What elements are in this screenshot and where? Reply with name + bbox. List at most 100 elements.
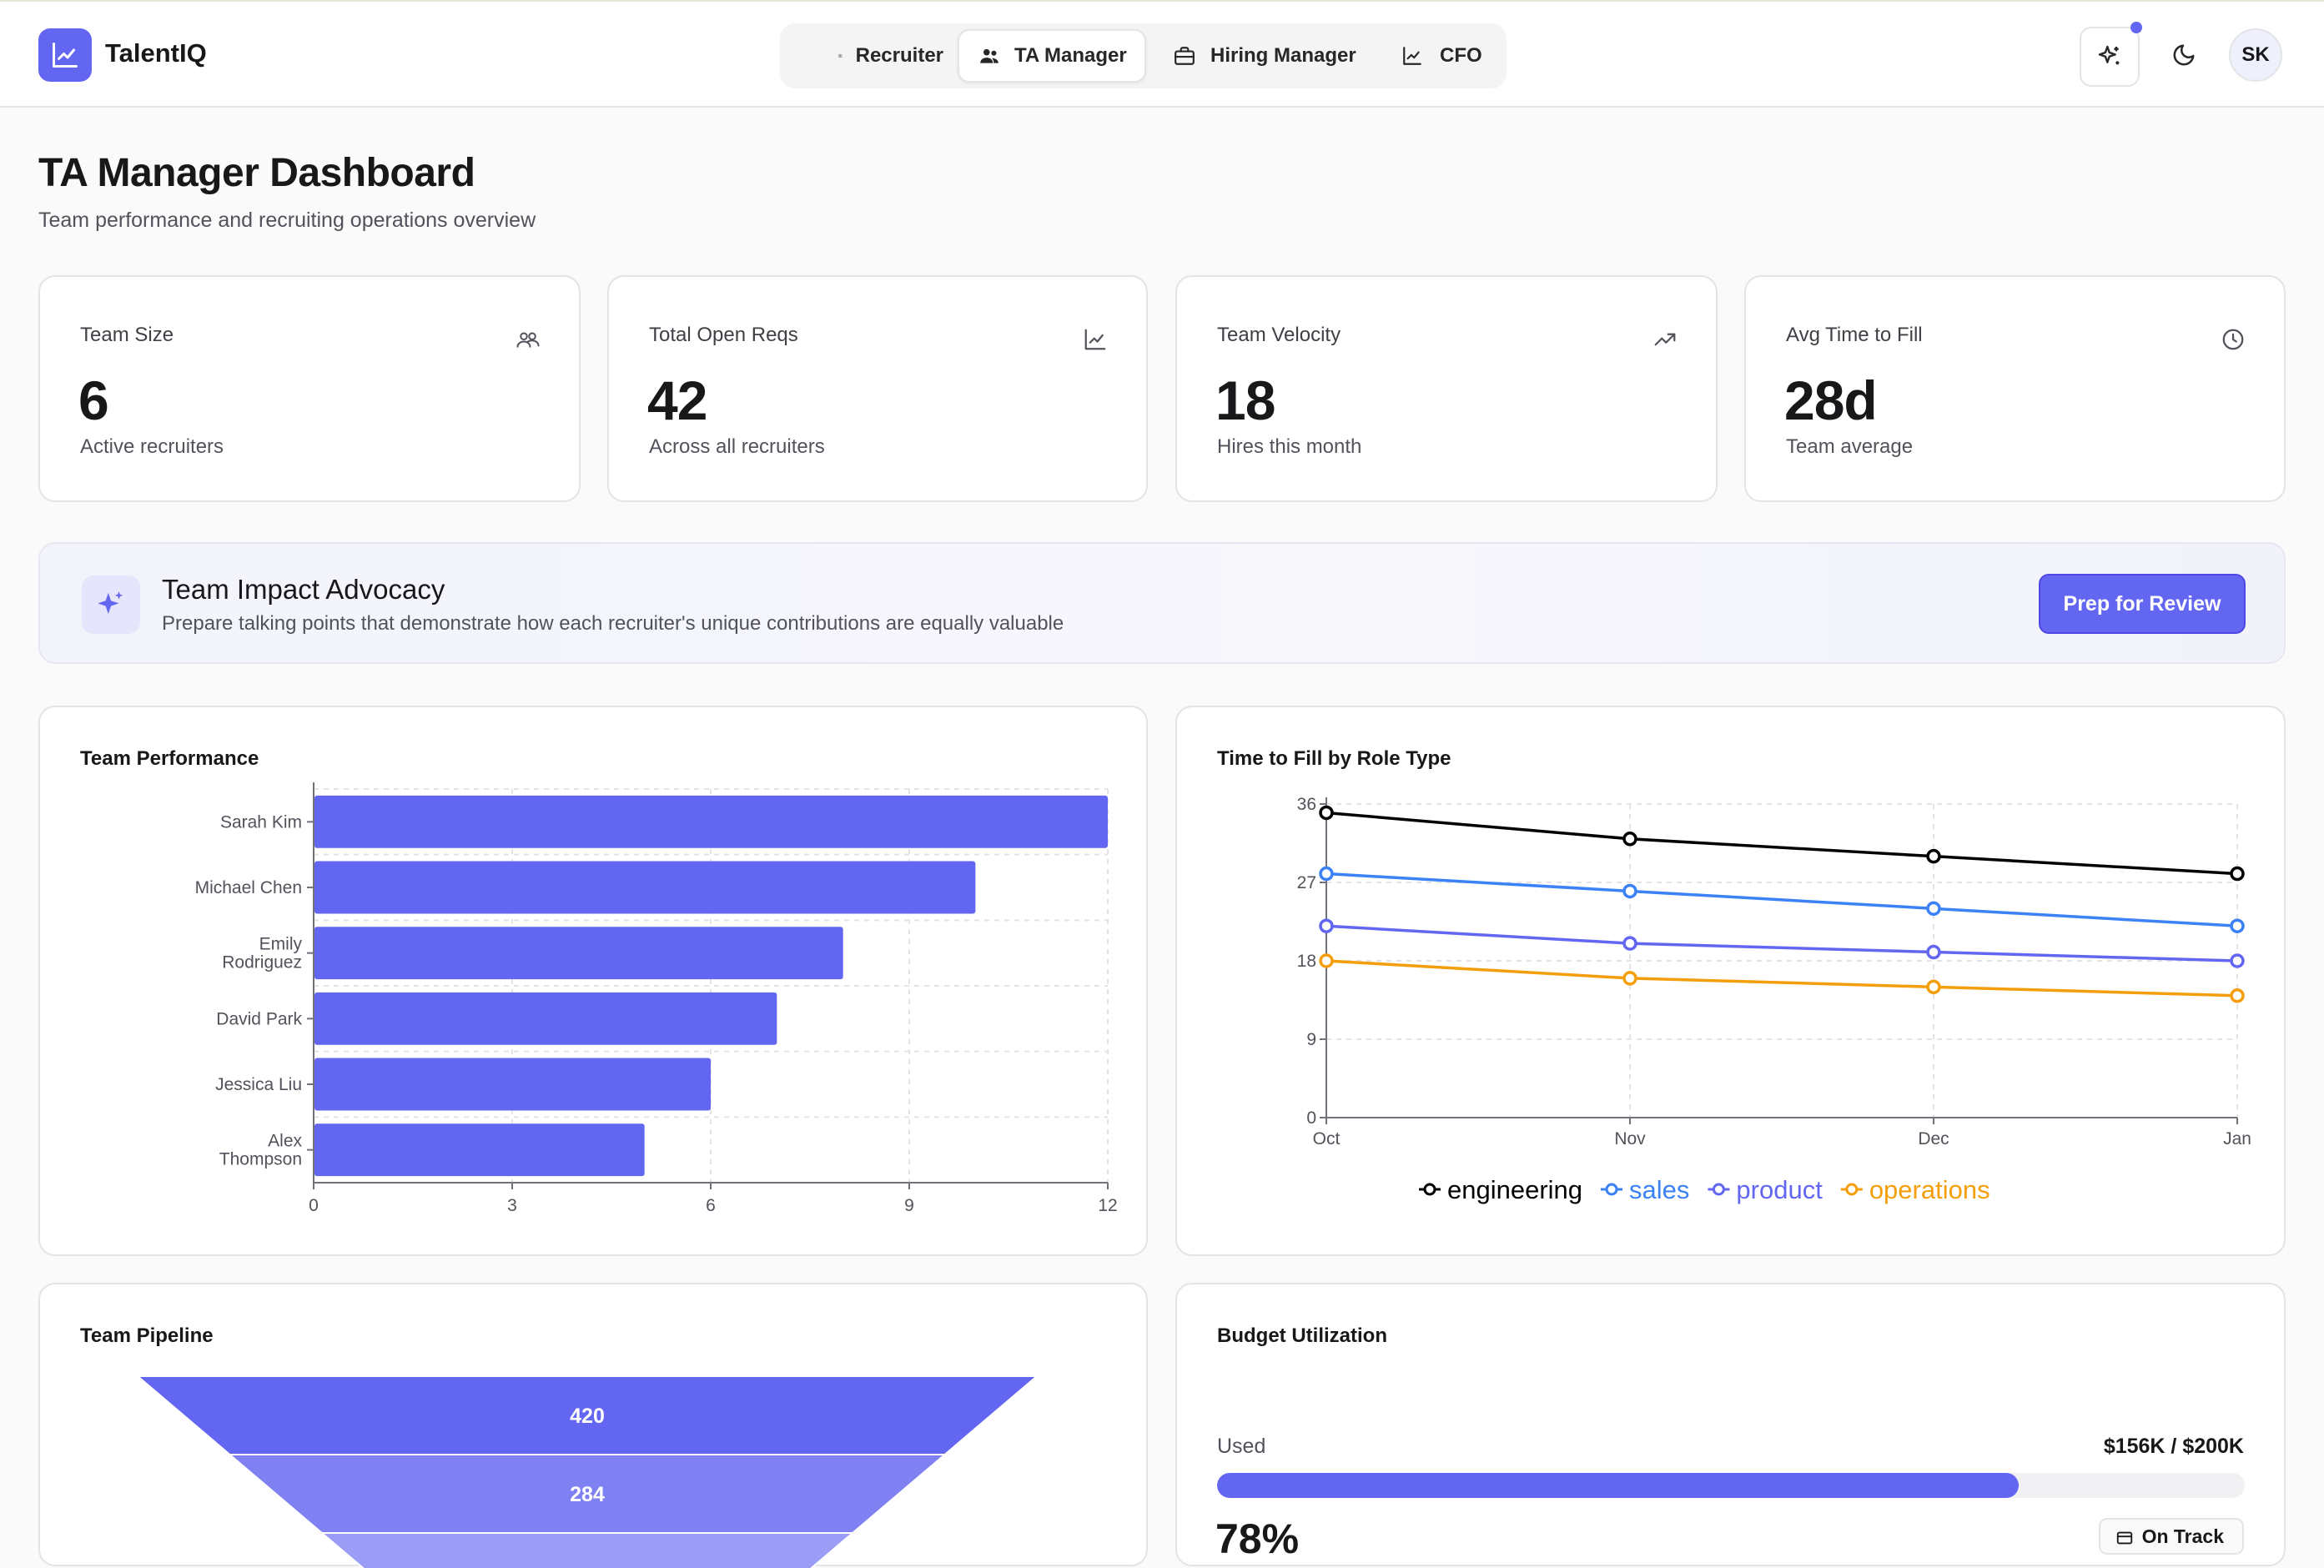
data-point [1926, 848, 1941, 864]
tab-ta-manager[interactable]: TA Manager [958, 29, 1146, 83]
role-switcher: Recruiter TA Manager Hiring Manager CFO [780, 23, 1507, 88]
bar [314, 861, 976, 914]
users-icon [980, 48, 999, 63]
x-tick-label: Nov [1614, 1129, 1646, 1148]
tab-label: CFO [1440, 44, 1482, 67]
stat-value: 18 [1215, 369, 1275, 431]
data-point [1926, 944, 1941, 960]
team-pipeline-card: Team Pipeline 420 284 [38, 1283, 1148, 1568]
y-tick-label: 9 [1306, 1030, 1316, 1049]
pipeline-funnel-chart: 420 284 [135, 1375, 1039, 1568]
funnel-value-label: 420 [570, 1405, 605, 1428]
stat-caption: Team average [1786, 435, 1914, 458]
series-line-engineering [1325, 811, 2238, 876]
banner-title: Team Impact Advocacy [162, 574, 445, 605]
x-tick-label: Dec [1918, 1129, 1949, 1148]
tab-hiring-manager[interactable]: Hiring Manager [1174, 29, 1374, 83]
budget-progress-fill [1217, 1473, 2019, 1498]
tab-label: Recruiter [855, 44, 943, 67]
x-tick-label: 12 [1098, 1196, 1117, 1215]
stat-card-velocity: Team Velocity 18 Hires this month [1175, 275, 1718, 502]
funnel-value-label: 284 [570, 1483, 605, 1506]
x-tick-label: Jan [2223, 1129, 2251, 1148]
status-badge: On Track [2098, 1518, 2244, 1555]
status-label: On Track [2141, 1525, 2224, 1547]
bar [314, 1123, 645, 1177]
legend-label: operations [1869, 1175, 1990, 1204]
stat-value: 42 [647, 369, 707, 431]
budget-progress-bar [1217, 1473, 2245, 1498]
stat-card-time-to-fill: Avg Time to Fill 28d Team average [1744, 275, 2286, 502]
data-point [1319, 953, 1334, 968]
page-title: TA Manager Dashboard [38, 151, 475, 195]
y-tick-label: Emily Rodriguez [222, 935, 302, 972]
tab-label: Hiring Manager [1210, 44, 1356, 67]
tab-recruiter[interactable]: Recruiter [808, 29, 943, 83]
bar [314, 1058, 711, 1111]
data-point [1622, 936, 1637, 951]
budget-used-label: Used [1217, 1435, 1266, 1458]
logo-icon[interactable] [38, 28, 92, 82]
data-point [2230, 988, 2245, 1003]
stat-card-team-size: Team Size 6 Active recruiters [38, 275, 581, 502]
bar [314, 992, 777, 1045]
team-impact-banner: Team Impact Advocacy Prepare talking poi… [38, 542, 2286, 664]
tab-cfo[interactable]: CFO [1401, 29, 1493, 83]
briefcase-icon [1175, 47, 1195, 65]
banner-description: Prepare talking points that demonstrate … [162, 612, 1064, 635]
card-title: Time to Fill by Role Type [1217, 747, 1451, 770]
stat-value: 6 [78, 369, 109, 431]
data-point [1622, 883, 1637, 899]
x-tick-label: 6 [706, 1196, 716, 1215]
budget-amount: $156K / $200K [2103, 1435, 2244, 1458]
chart-line-icon [1403, 47, 1421, 65]
chart-line-icon [1084, 329, 1106, 350]
top-bar: TalentIQ Recruiter TA Manager Hiring Man… [0, 0, 2324, 108]
y-tick-label: Sarah Kim [220, 812, 302, 832]
stat-card-open-reqs: Total Open Reqs 42 Across all recruiters [607, 275, 1148, 502]
series-line-product [1325, 924, 2238, 962]
stat-caption: Hires this month [1217, 435, 1362, 458]
bar [314, 927, 843, 980]
y-tick-label: Alex Thompson [219, 1132, 303, 1169]
time-to-fill-chart: 0 9 18 27 36 Oct Nov Dec Jan engineering sales prod… [1297, 795, 2251, 1204]
moon-icon [2173, 44, 2195, 66]
y-tick-label: 36 [1297, 795, 1316, 814]
y-tick-label: 18 [1297, 952, 1316, 971]
x-tick-label: 3 [507, 1196, 517, 1215]
notification-dot [2130, 22, 2142, 33]
stat-caption: Active recruiters [80, 435, 224, 458]
prep-for-review-button[interactable]: Prep for Review [2039, 574, 2246, 634]
legend-marker [1845, 1183, 1859, 1196]
trending-up-icon [1654, 333, 1676, 346]
data-point [2230, 953, 2245, 968]
clock-icon [2222, 329, 2244, 350]
stat-label: Total Open Reqs [649, 324, 798, 346]
brand-name: TalentIQ [105, 38, 207, 68]
legend-label: product [1736, 1175, 1823, 1204]
stat-label: Team Size [80, 324, 174, 346]
data-point [2230, 866, 2245, 882]
stat-label: Team Velocity [1217, 324, 1341, 346]
y-tick-label: 0 [1306, 1108, 1316, 1128]
theme-toggle-button[interactable] [2166, 37, 2202, 73]
x-tick-label: 9 [904, 1196, 914, 1215]
budget-utilization-card: Budget Utilization Used $156K / $200K 78… [1175, 1283, 2286, 1566]
tab-label: TA Manager [1014, 44, 1127, 67]
user-avatar[interactable]: SK [2229, 28, 2282, 82]
x-tick-label: 0 [309, 1196, 319, 1215]
ai-assistant-button[interactable] [2080, 27, 2140, 87]
card-title: Team Performance [80, 747, 259, 770]
card-title: Team Pipeline [80, 1324, 214, 1347]
series-line-sales [1325, 872, 2238, 927]
stat-caption: Across all recruiters [649, 435, 825, 458]
legend-marker [1605, 1183, 1618, 1196]
y-tick-label: Michael Chen [195, 878, 302, 897]
budget-percent: 78% [1215, 1515, 1300, 1562]
legend-marker [1712, 1183, 1725, 1196]
data-point [2230, 918, 2245, 933]
legend-label: engineering [1447, 1175, 1582, 1204]
x-tick-label: Oct [1313, 1129, 1341, 1148]
data-point [1319, 918, 1334, 933]
bar [314, 795, 1108, 848]
